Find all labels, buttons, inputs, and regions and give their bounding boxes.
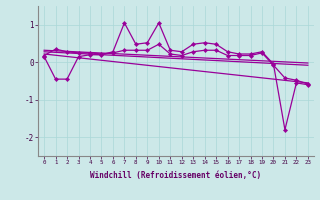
X-axis label: Windchill (Refroidissement éolien,°C): Windchill (Refroidissement éolien,°C)	[91, 171, 261, 180]
